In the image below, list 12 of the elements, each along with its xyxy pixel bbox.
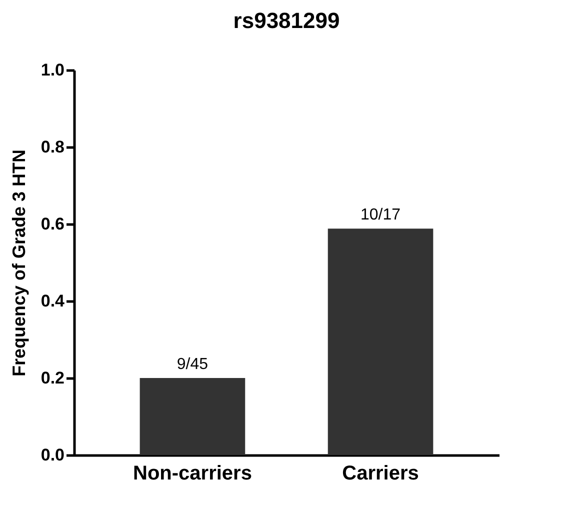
y-tick-label: 0.8 [40, 138, 64, 156]
data-label: 9/45 [176, 356, 208, 373]
y-tick-label: 0.0 [40, 446, 64, 464]
y-tick-label: 0.4 [40, 292, 66, 310]
x-tick-label: Carriers [342, 462, 419, 484]
chart-title: rs9381299 [233, 8, 340, 33]
y-tick-label: 1.0 [40, 60, 64, 80]
data-label: 10/17 [360, 206, 401, 224]
y-axis-title: Frequency of Grade 3 HTN [8, 149, 29, 377]
y-tick-label: 0.6 [40, 214, 64, 234]
y-tick-label: 0.2 [40, 368, 64, 388]
x-tick-label: Non-carriers [133, 462, 252, 484]
